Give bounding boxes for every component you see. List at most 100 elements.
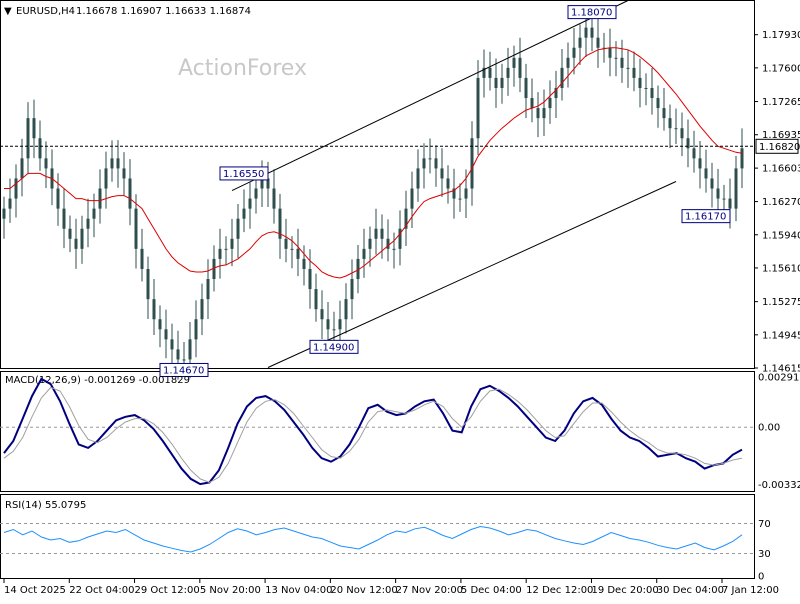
price-tick-label: 1.14945 (762, 330, 800, 341)
candle-body (494, 77, 498, 88)
candle-body (626, 67, 630, 69)
macd-tick-label: 0.002913 (758, 372, 800, 383)
current-price-layer: 1.16820 (0, 138, 800, 154)
candle-body (296, 248, 300, 259)
candle-body (500, 77, 504, 88)
price-tick-label: 1.14615 (762, 364, 800, 375)
price-tick-label: 1.16603 (762, 164, 800, 175)
macd-lines-layer (3, 377, 743, 486)
time-tick-label: 20 Nov 12:00 (330, 585, 397, 596)
candle-body (452, 188, 456, 199)
candle-body (740, 148, 744, 169)
candle-body (404, 208, 408, 229)
candle-body (68, 228, 72, 239)
main-panel-border (0, 0, 755, 369)
candle-body (662, 108, 666, 119)
candle-body (374, 228, 378, 239)
candle-body (614, 57, 618, 59)
moving-average-layer (4, 47, 743, 279)
moving-average-line (4, 47, 743, 279)
candle-body (692, 148, 696, 159)
candle-body (338, 319, 342, 330)
watermark: ActionForex (178, 56, 307, 81)
candle-body (308, 268, 312, 290)
price-label: 1.18070 (571, 8, 612, 19)
candle-body (116, 158, 120, 169)
candle-body (410, 188, 414, 209)
candle-body (20, 158, 24, 179)
candle-body (722, 198, 726, 200)
candle-body (482, 67, 486, 78)
annotations-layer: 1.18070 1.16550 1.16170 1.14900 1.14670 (159, 5, 731, 377)
price-tick-label: 1.15940 (762, 230, 800, 241)
current-price-label: 1.16820 (759, 142, 800, 153)
candle-body (254, 188, 258, 199)
candle-body (98, 188, 102, 209)
candle-body (272, 188, 276, 209)
candle-body (524, 77, 528, 99)
time-tick-label: 5 Nov 20:00 (200, 585, 261, 596)
price-tick-label: 1.16270 (762, 197, 800, 208)
candle-body (74, 238, 78, 249)
candle-body (140, 248, 144, 269)
candle-body (434, 158, 438, 169)
candle-body (644, 87, 648, 89)
candle-body (512, 57, 516, 68)
candle-body (206, 279, 210, 300)
price-tick-label: 1.17930 (762, 30, 800, 41)
candle-body (290, 248, 294, 250)
candle-body (566, 57, 570, 68)
candle-body (134, 208, 138, 249)
candle-body (44, 158, 48, 169)
time-tick-label: 22 Oct 04:00 (69, 585, 134, 596)
rsi-panel-border (0, 494, 755, 579)
candle-body (608, 47, 612, 58)
price-tick-label: 1.17265 (762, 97, 800, 108)
time-tick-label: 29 Oct 12:00 (135, 585, 200, 596)
candle-body (194, 319, 198, 340)
candle-body (560, 67, 564, 88)
candle-body (158, 319, 162, 330)
candle-body (2, 208, 6, 219)
candle-body (350, 279, 354, 300)
price-label-box (567, 5, 617, 20)
candle-body (92, 208, 96, 219)
channel-upper-line (231, 0, 629, 191)
candle-body (656, 98, 660, 109)
candle-body (236, 218, 240, 239)
candle-body (488, 67, 492, 78)
channel-layer (231, 0, 677, 368)
candle-body (530, 98, 534, 109)
candle-body (542, 108, 546, 119)
candle-body (284, 238, 288, 249)
candle-body (728, 198, 732, 209)
candle-body (362, 248, 366, 259)
candle-body (86, 218, 90, 229)
candle-body (632, 67, 636, 78)
macd-tick-label: -0.003327 (758, 480, 800, 491)
rsi-axis: 70 30 0 (0, 519, 771, 583)
candle-body (518, 57, 522, 78)
rsi-tick-label: 0 (758, 572, 764, 583)
candle-body (302, 258, 306, 269)
rsi-tick-label: 30 (758, 549, 771, 560)
candle-body (620, 57, 624, 68)
candle-body (602, 47, 606, 49)
candle-body (38, 138, 42, 159)
candle-body (110, 158, 114, 169)
candle-body (704, 168, 708, 179)
price-label-box (309, 339, 359, 354)
time-axis: 14 Oct 2025 22 Oct 04:00 29 Oct 12:00 5 Nov… (3, 579, 779, 596)
price-label-box (159, 362, 209, 377)
candle-body (182, 359, 186, 361)
time-tick-label: 30 Dec 04:00 (657, 585, 724, 596)
price-tick-label: 1.15610 (762, 263, 800, 274)
candle-body (188, 339, 192, 360)
candle-body (260, 178, 264, 189)
candle-body (698, 158, 702, 169)
candle-body (422, 158, 426, 169)
candle-body (416, 168, 420, 189)
macd-title: MACD(12,26,9) -0.001269 -0.001829 (5, 375, 190, 386)
candle-body (128, 178, 132, 209)
candle-body (200, 299, 204, 320)
